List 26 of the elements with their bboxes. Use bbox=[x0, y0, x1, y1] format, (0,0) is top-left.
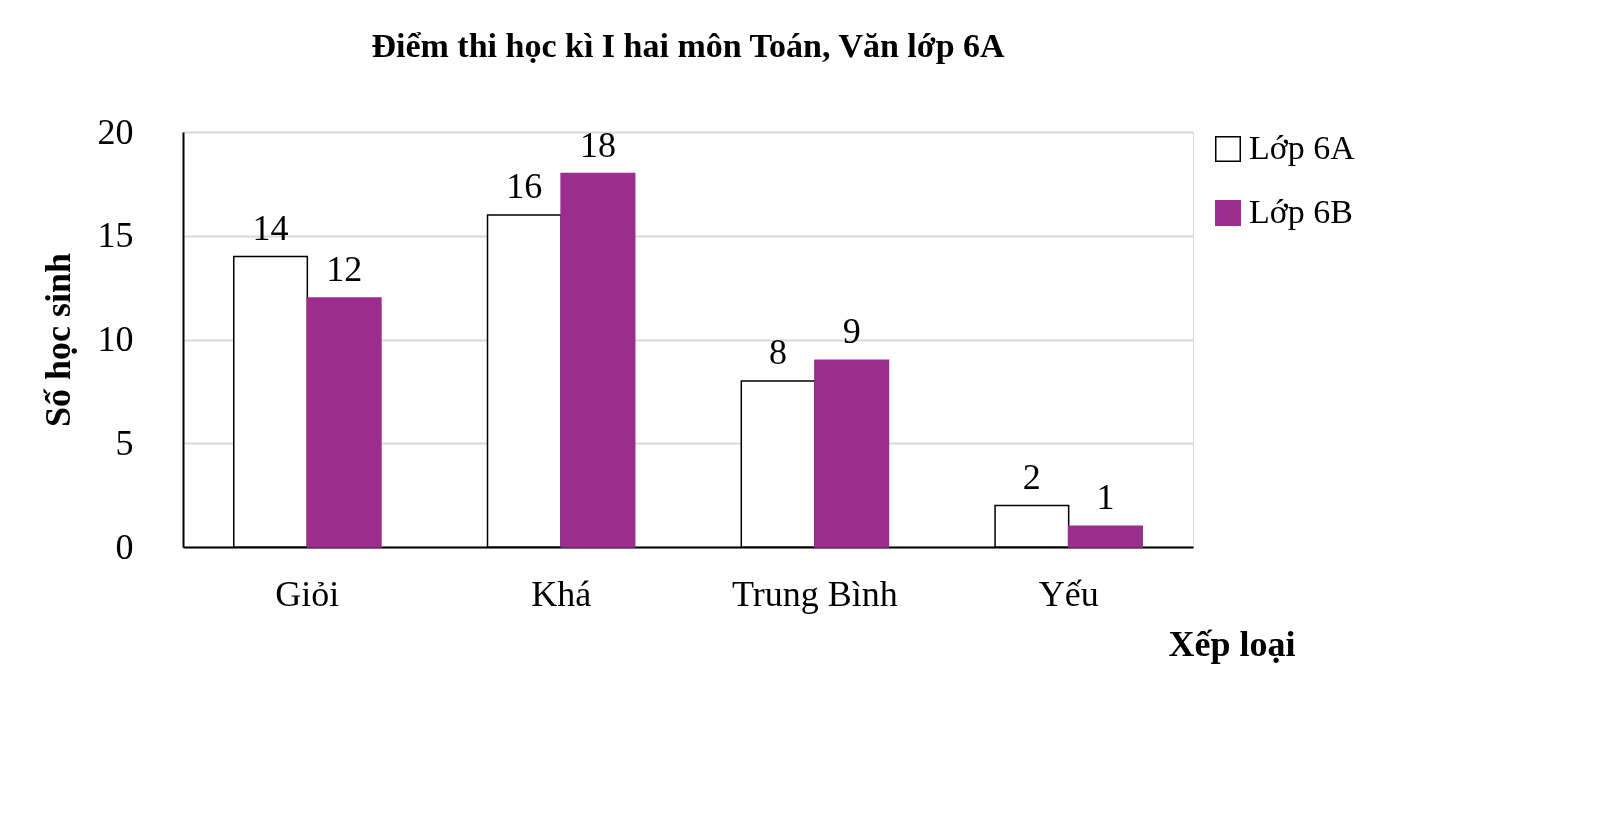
bar bbox=[1067, 525, 1143, 548]
y-tick-label: 5 bbox=[115, 422, 134, 463]
y-tick-label: 10 bbox=[97, 319, 134, 359]
data-label: 18 bbox=[579, 124, 616, 165]
chart-title: Điểm thi học kì I hai môn Toán, Văn lớp 6A bbox=[371, 27, 1006, 64]
y-tick-label: 0 bbox=[115, 526, 134, 567]
data-label: 2 bbox=[1022, 456, 1041, 497]
x-axis-title: Xếp loại bbox=[1168, 623, 1296, 664]
x-tick-label: Giỏi bbox=[275, 573, 340, 614]
data-label: 9 bbox=[842, 311, 861, 352]
x-tick-label: Khá bbox=[531, 573, 592, 614]
legend-label: Lớp 6B bbox=[1249, 193, 1353, 230]
data-label: 1 bbox=[1096, 477, 1115, 518]
data-label: 12 bbox=[326, 249, 363, 289]
bar bbox=[814, 359, 890, 548]
x-tick-label: Yếu bbox=[1038, 573, 1099, 614]
y-tick-label: 20 bbox=[97, 111, 134, 152]
data-label: 8 bbox=[769, 332, 788, 372]
y-axis-title: Số học sinh bbox=[37, 252, 78, 428]
data-label: 16 bbox=[506, 166, 543, 206]
bar bbox=[306, 297, 382, 548]
legend-label: Lớp 6A bbox=[1249, 129, 1356, 166]
bar bbox=[560, 172, 636, 548]
data-label: 14 bbox=[252, 207, 289, 248]
x-tick-label: Trung Bình bbox=[732, 573, 898, 614]
y-tick-label: 15 bbox=[97, 215, 134, 256]
